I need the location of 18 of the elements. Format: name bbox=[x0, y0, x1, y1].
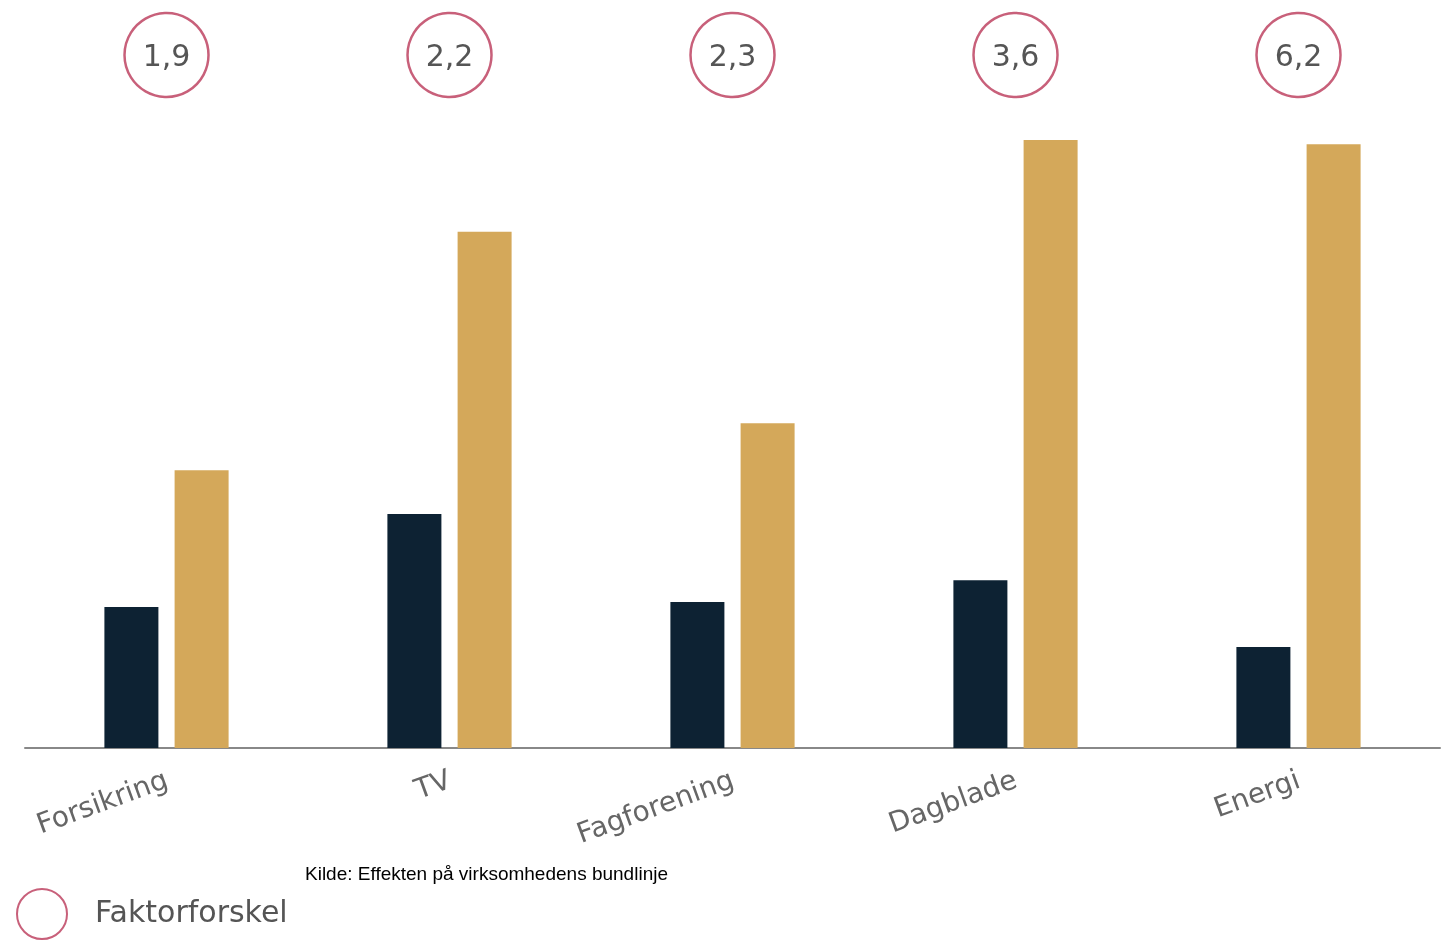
text: 6,2 bbox=[1274, 37, 1323, 73]
bar bbox=[174, 470, 229, 748]
bar bbox=[1236, 647, 1291, 748]
bar bbox=[387, 513, 442, 748]
bar bbox=[1306, 144, 1361, 748]
bar bbox=[670, 602, 725, 748]
legend-title: Faktorforskel bbox=[95, 893, 288, 929]
x-tick-label: TV bbox=[408, 762, 456, 807]
bar bbox=[104, 606, 159, 748]
bar bbox=[740, 423, 795, 748]
text: 3,6 bbox=[991, 37, 1040, 73]
bar bbox=[1023, 140, 1078, 748]
bar bbox=[953, 580, 1008, 748]
text: 1,9 bbox=[142, 37, 191, 73]
bar bbox=[457, 231, 512, 748]
text: Kilde: Effekten på virksomhedens bundlinje bbox=[305, 863, 668, 884]
text: 2,2 bbox=[425, 37, 474, 73]
text: 2,3 bbox=[708, 37, 757, 73]
